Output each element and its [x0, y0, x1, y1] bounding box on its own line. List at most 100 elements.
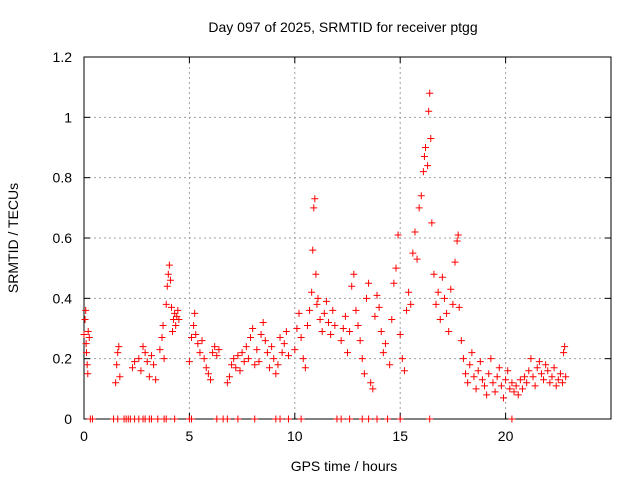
data-point	[521, 373, 529, 381]
data-point	[318, 328, 326, 336]
data-point	[434, 288, 442, 296]
zero-data-point	[297, 415, 305, 423]
data-point	[419, 168, 427, 176]
y-tick-label: 0.4	[53, 290, 73, 306]
zero-data-point	[276, 415, 284, 423]
data-point	[270, 355, 278, 363]
data-point	[116, 373, 124, 381]
data-point	[249, 325, 257, 332]
data-point	[354, 321, 362, 329]
data-point	[169, 328, 177, 336]
zero-data-point	[162, 415, 170, 423]
data-point	[150, 361, 158, 369]
data-point	[454, 231, 462, 239]
data-point	[516, 376, 524, 384]
y-axis-label: SRMTID / TECUs	[5, 183, 21, 293]
data-point	[497, 382, 505, 390]
x-tick-label: 0	[80, 428, 88, 444]
data-point	[430, 270, 438, 278]
data-point	[560, 349, 568, 357]
data-point	[390, 279, 398, 287]
data-point	[139, 343, 147, 351]
data-point	[175, 315, 183, 323]
data-point	[329, 306, 337, 314]
data-point	[396, 331, 404, 339]
data-point	[417, 192, 425, 200]
data-point	[381, 340, 389, 348]
x-axis-label: GPS time / hours	[291, 458, 398, 474]
data-point	[284, 352, 292, 360]
data-point	[320, 309, 328, 317]
data-point	[504, 367, 512, 375]
data-point	[369, 385, 377, 393]
data-point	[360, 370, 368, 378]
data-point	[141, 349, 149, 357]
data-point	[518, 385, 526, 393]
x-tick-label: 20	[498, 428, 514, 444]
data-point	[84, 370, 92, 378]
data-point	[299, 355, 307, 363]
data-point	[483, 391, 491, 399]
data-point	[394, 231, 402, 239]
zero-data-point	[365, 415, 373, 423]
data-point	[213, 352, 221, 360]
data-point	[512, 382, 520, 390]
zero-data-point	[171, 415, 179, 423]
data-point	[502, 376, 510, 384]
data-point	[331, 321, 339, 329]
data-point	[164, 270, 172, 278]
data-point	[514, 391, 522, 399]
data-point	[529, 373, 537, 381]
data-point	[310, 204, 318, 212]
zero-data-point	[373, 415, 381, 423]
data-point	[251, 361, 259, 369]
data-point	[185, 358, 193, 366]
data-point	[344, 349, 351, 357]
zero-data-point	[396, 415, 404, 423]
zero-data-point	[337, 415, 345, 423]
y-tick-label: 0.2	[53, 351, 73, 367]
data-point	[542, 361, 550, 369]
data-point	[137, 367, 145, 375]
data-point	[373, 291, 381, 299]
data-point	[166, 276, 174, 284]
zero-data-point	[213, 415, 221, 423]
data-point	[83, 349, 91, 357]
data-point	[147, 352, 155, 360]
data-point	[525, 367, 533, 375]
data-point	[225, 373, 233, 381]
data-point	[506, 385, 514, 393]
data-point	[415, 204, 423, 212]
data-point	[535, 358, 543, 366]
data-point	[160, 355, 168, 363]
data-point	[145, 373, 153, 381]
data-point	[82, 340, 90, 348]
data-point	[367, 379, 375, 387]
data-point	[215, 346, 223, 354]
data-point	[316, 315, 324, 323]
data-point	[481, 382, 489, 390]
zero-data-point	[154, 415, 162, 423]
data-point	[556, 370, 564, 378]
data-point	[306, 306, 314, 314]
data-point	[206, 376, 214, 384]
data-point	[495, 364, 503, 372]
data-point	[462, 370, 470, 378]
data-point	[464, 379, 472, 387]
data-point	[282, 328, 290, 336]
data-point	[554, 376, 562, 384]
data-point	[348, 282, 356, 290]
data-point	[365, 279, 373, 287]
data-point	[309, 246, 317, 254]
data-point	[527, 355, 535, 363]
data-point	[552, 382, 560, 390]
data-point	[491, 388, 499, 396]
data-point	[158, 334, 166, 342]
data-point	[240, 358, 248, 366]
data-point	[358, 355, 366, 363]
data-point	[550, 364, 558, 372]
data-point	[194, 340, 202, 348]
data-point	[426, 89, 434, 97]
data-point	[188, 334, 196, 342]
